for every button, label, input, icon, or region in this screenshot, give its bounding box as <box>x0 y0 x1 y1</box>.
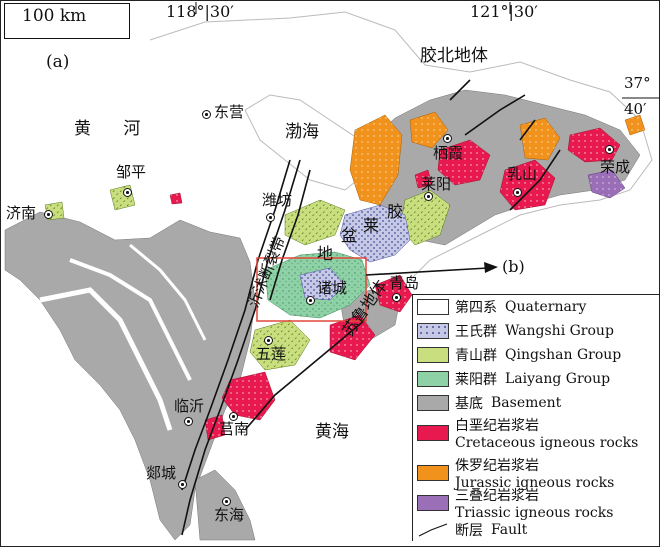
label-panel-b: (b) <box>502 257 525 276</box>
longitude-west: 118°|30′ <box>166 2 234 21</box>
study-area-box <box>256 257 367 322</box>
legend: 第四系 Quaternary 王氏群 Wangshi Group 青山群 Qin… <box>412 294 659 541</box>
label-basin-1: 莱 <box>363 216 380 235</box>
scale-box <box>4 3 130 39</box>
legend-row-triassic: 三叠纪岩浆岩 Triassic igneous rocks <box>417 485 613 523</box>
city-marker-laiyang <box>424 192 433 201</box>
city-donghai: 东海 <box>214 506 245 524</box>
city-rushan: 乳山 <box>507 165 538 183</box>
legend-en-qingshan: Qingshan Group <box>505 347 622 363</box>
city-marker-donghai <box>222 497 231 506</box>
panel-label: (a) <box>46 52 70 72</box>
city-marker-weifang <box>266 213 275 222</box>
legend-en-jurassic: Jurassic igneous rocks <box>455 475 615 491</box>
label-yellow-river: 黄 河 <box>74 102 140 156</box>
city-qixia: 栖霞 <box>433 144 464 162</box>
city-laiyang: 莱阳 <box>421 175 452 193</box>
city-jinan: 济南 <box>6 204 37 222</box>
city-zouping: 邹平 <box>116 163 147 181</box>
legend-swatch-jurassic <box>417 465 449 481</box>
legend-swatch-triassic <box>417 495 449 511</box>
legend-row-basement: 基底 Basement <box>417 393 561 413</box>
legend-row-cretaceous: 白垩纪岩浆岩 Cretaceous igneous rocks <box>417 415 638 453</box>
legend-row-laiyang: 莱阳群 Laiyang Group <box>417 369 610 389</box>
city-marker-tancheng <box>178 480 187 489</box>
city-qingdao: 青岛 <box>389 274 420 292</box>
legend-en-quaternary: Quaternary <box>505 299 587 315</box>
legend-cn-wangshi: 王氏群 <box>455 324 497 340</box>
legend-en-cretaceous: Cretaceous igneous rocks <box>455 435 639 451</box>
legend-cn-basement: 基底 <box>455 396 483 412</box>
city-tancheng: 郯城 <box>146 464 177 482</box>
city-marker-rongcheng <box>605 145 614 154</box>
city-marker-zhucheng <box>306 296 315 305</box>
label-basin-3: 盆 <box>341 226 358 245</box>
triassic-rongcheng <box>587 169 626 199</box>
legend-swatch-wangshi <box>417 323 449 339</box>
label-basin-4: 地 <box>317 244 334 263</box>
qingshan-south <box>249 319 311 371</box>
legend-en-triassic: Triassic igneous rocks <box>455 505 614 521</box>
cretaceous-junan <box>221 371 276 421</box>
legend-en-basement: Basement <box>491 395 562 411</box>
latitude-minutes: 40′ <box>624 100 647 118</box>
jurassic-east <box>519 117 561 161</box>
legend-row-fault: 断层 Fault <box>417 520 527 540</box>
city-marker-wulian <box>264 336 273 345</box>
cretaceous-qixia <box>437 139 491 186</box>
city-marker-junan <box>229 412 238 421</box>
city-marker-qixia <box>443 134 452 143</box>
longitude-east: 121°|30′ <box>470 2 538 21</box>
legend-cn-qingshan: 青山群 <box>455 348 497 364</box>
city-marker-qingdao <box>392 293 401 302</box>
legend-cn-laiyang: 莱阳群 <box>455 372 497 388</box>
legend-cn-triassic: 三叠纪岩浆岩 <box>455 488 539 504</box>
legend-swatch-quaternary <box>417 299 449 315</box>
legend-swatch-cretaceous <box>417 425 449 441</box>
legend-row-jurassic: 侏罗纪岩浆岩 Jurassic igneous rocks <box>417 455 614 493</box>
legend-swatch-laiyang <box>417 371 449 387</box>
legend-swatch-qingshan <box>417 347 449 363</box>
legend-cn-cretaceous: 白垩纪岩浆岩 <box>455 418 539 434</box>
city-dongying: 东营 <box>214 103 245 121</box>
label-yellow-sea: 黄海 <box>315 422 349 442</box>
cretaceous-sulu <box>329 314 376 361</box>
legend-cn-quaternary: 第四系 <box>455 300 497 316</box>
city-marker-zouping <box>123 188 132 197</box>
cretaceous-rushan <box>499 159 556 211</box>
city-weifang: 潍坊 <box>262 191 293 209</box>
wangshi-jiaolai <box>339 204 411 263</box>
city-rongcheng: 荣成 <box>600 158 631 176</box>
jurassic-central <box>409 111 449 149</box>
legend-row-qingshan: 青山群 Qingshan Group <box>417 345 621 365</box>
scale-label: 100 km <box>22 6 87 26</box>
city-junan: 莒南 <box>219 420 250 438</box>
label-jiaobei-terrane: 胶北地体 <box>420 46 488 66</box>
wangshi-zhucheng <box>299 267 346 301</box>
city-marker-jinan <box>44 210 53 219</box>
legend-en-fault: Fault <box>491 522 528 538</box>
city-linyi: 临沂 <box>174 397 205 415</box>
label-bohai: 渤海 <box>285 122 319 142</box>
legend-en-wangshi: Wangshi Group <box>505 323 614 339</box>
legend-cn-fault: 断层 <box>455 523 483 539</box>
study-area-arrow <box>365 267 489 276</box>
legend-cn-jurassic: 侏罗纪岩浆岩 <box>455 458 539 474</box>
city-marker-dongying <box>202 110 211 119</box>
legend-row-quaternary: 第四系 Quaternary <box>417 297 586 317</box>
legend-en-laiyang: Laiyang Group <box>505 371 611 387</box>
label-basin-2: 胶 <box>387 202 404 221</box>
legend-swatch-fault <box>418 523 448 537</box>
city-wulian: 五莲 <box>256 345 287 363</box>
jurassic-west-jiaobei <box>349 114 403 206</box>
legend-row-wangshi: 王氏群 Wangshi Group <box>417 321 614 341</box>
city-marker-rushan <box>513 188 522 197</box>
latitude-degrees: 37° <box>624 74 651 92</box>
city-marker-linyi <box>184 417 193 426</box>
qingshan-west <box>284 199 346 246</box>
legend-swatch-basement <box>417 395 449 411</box>
city-zhucheng: 诸城 <box>317 279 348 297</box>
